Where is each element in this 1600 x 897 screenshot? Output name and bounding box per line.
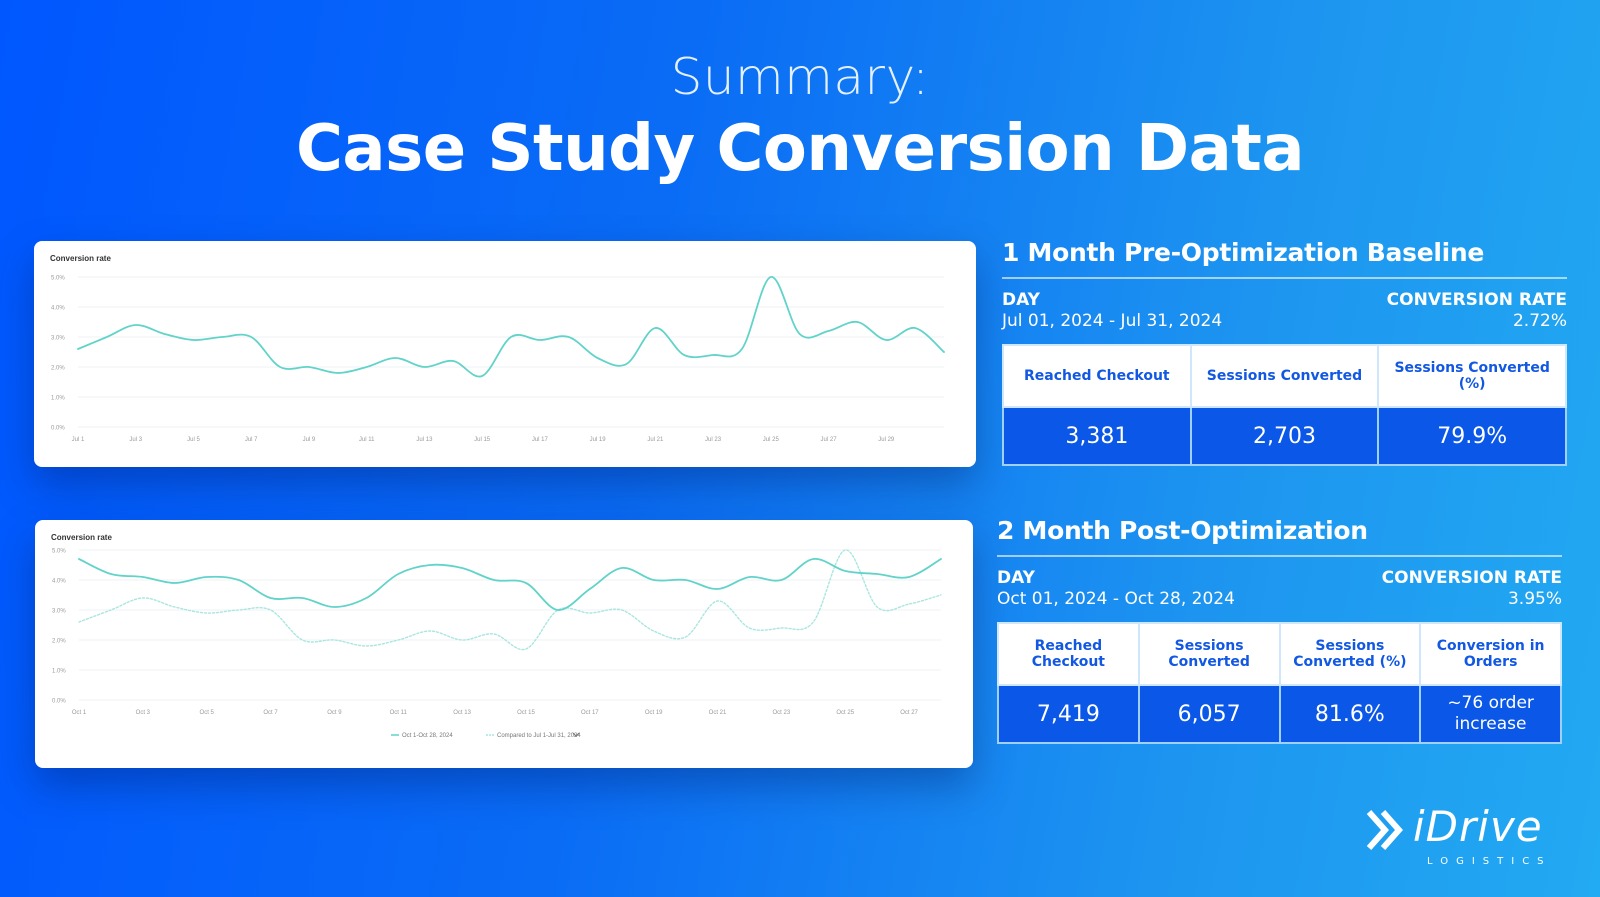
x-tick-label: Jul 5: [187, 437, 200, 443]
x-tick-label: Oct 1: [72, 710, 87, 716]
x-tick-label: Oct 5: [200, 710, 215, 716]
post-col-sessions-converted-pct: Sessions Converted (%): [1278, 622, 1422, 686]
chevron-down-icon: [572, 732, 580, 737]
pre-col-sessions-converted-pct: Sessions Converted (%): [1377, 344, 1567, 408]
y-tick-label: 1.0%: [51, 396, 65, 402]
x-tick-label: Oct 11: [390, 710, 408, 716]
post-sessions-converted-value: 6,057: [1137, 684, 1281, 744]
logo-wordmark: iDrive: [1413, 802, 1543, 851]
pre-day-label: DAY: [1002, 290, 1040, 310]
pre-reached-checkout-value: 3,381: [1002, 406, 1192, 466]
x-tick-label: Oct 27: [900, 710, 918, 716]
pre-col-reached-checkout: Reached Checkout: [1002, 344, 1192, 408]
y-tick-label: 2.0%: [51, 366, 65, 372]
x-tick-label: Jul 15: [474, 437, 491, 443]
post-conversion-orders-value: ~76 order increase: [1419, 684, 1562, 744]
post-chart-card: Conversion rate 0.0% 1.0% 2.0% 3.0% 4.0% 5.0% O…: [35, 520, 973, 768]
x-tick-label: Jul 11: [359, 437, 375, 443]
series-line: [78, 558, 942, 611]
legend-label: Compared to Jul 1-Jul 31, 2024: [497, 733, 581, 739]
x-tick-label: Jul 19: [590, 437, 607, 443]
x-tick-label: Jul 1: [72, 437, 85, 443]
post-date-range: Oct 01, 2024 - Oct 28, 2024: [997, 589, 1235, 609]
post-stats-table: Reached Checkout Sessions Converted Sess…: [997, 622, 1562, 744]
x-tick-label: Oct 19: [645, 710, 663, 716]
page-title: Case Study Conversion Data: [295, 112, 1305, 186]
y-tick-label: 0.0%: [52, 699, 66, 705]
comparison-series-line: [78, 549, 942, 651]
y-tick-label: 5.0%: [52, 549, 66, 555]
pre-sessions-converted-value: 2,703: [1189, 406, 1380, 466]
x-tick-label: Oct 21: [709, 710, 727, 716]
post-col-reached-checkout: Reached Checkout: [997, 622, 1140, 686]
post-col-sessions-converted: Sessions Converted: [1137, 622, 1281, 686]
pre-sessions-converted-pct-value: 79.9%: [1377, 406, 1567, 466]
post-reached-checkout-value: 7,419: [997, 684, 1140, 744]
post-day-label: DAY: [997, 568, 1035, 588]
x-tick-label: Jul 21: [647, 437, 664, 443]
x-tick-label: Jul 27: [821, 437, 838, 443]
x-tick-label: Jul 17: [532, 437, 549, 443]
y-tick-label: 2.0%: [52, 639, 66, 645]
x-tick-label: Jul 7: [245, 437, 258, 443]
x-tick-label: Jul 23: [705, 437, 722, 443]
post-panel-heading: 2 Month Post-Optimization: [997, 516, 1562, 557]
post-rate-label: CONVERSION RATE: [1381, 568, 1562, 588]
pre-col-sessions-converted: Sessions Converted: [1189, 344, 1380, 408]
y-tick-label: 0.0%: [51, 426, 65, 432]
summary-subtitle: Summary:: [670, 48, 930, 106]
pre-date-range: Jul 01, 2024 - Jul 31, 2024: [1002, 311, 1223, 331]
x-tick-label: Jul 25: [763, 437, 780, 443]
x-tick-label: Jul 13: [416, 437, 433, 443]
x-tick-label: Oct 9: [327, 710, 342, 716]
x-tick-label: Oct 13: [453, 710, 471, 716]
post-optimization-panel: 2 Month Post-Optimization DAY Oct 01, 20…: [997, 516, 1562, 744]
x-tick-label: Oct 23: [773, 710, 791, 716]
pre-conversion-chart: Conversion rate 0.0% 1.0% 2.0% 3.0% 4.0% 5.0% J…: [50, 254, 945, 443]
logo-subtext: LOGISTICS: [1427, 856, 1552, 867]
y-tick-label: 1.0%: [52, 669, 66, 675]
y-tick-label: 4.0%: [52, 579, 66, 585]
chart-title: Conversion rate: [50, 254, 111, 263]
post-sessions-converted-pct-value: 81.6%: [1278, 684, 1422, 744]
legend-label: Oct 1-Oct 28, 2024: [402, 733, 453, 739]
post-col-conversion-orders: Conversion in Orders: [1419, 622, 1562, 686]
post-conversion-chart: Conversion rate 0.0% 1.0% 2.0% 3.0% 4.0% 5.0% O…: [51, 533, 942, 739]
pre-optimization-panel: 1 Month Pre-Optimization Baseline DAY Ju…: [1002, 238, 1567, 466]
pre-chart-card: Conversion rate 0.0% 1.0% 2.0% 3.0% 4.0% 5.0% J…: [34, 241, 976, 467]
chevron-logo-icon: [1366, 810, 1404, 850]
idrive-logo: iDrive LOGISTICS: [1365, 802, 1555, 876]
y-tick-label: 3.0%: [52, 609, 66, 615]
x-tick-label: Oct 3: [136, 710, 151, 716]
post-day-row: DAY Oct 01, 2024 - Oct 28, 2024 CONVERSI…: [997, 568, 1562, 610]
pre-rate-value: 2.72%: [1512, 311, 1567, 331]
x-tick-label: Oct 15: [517, 710, 535, 716]
pre-day-row: DAY Jul 01, 2024 - Jul 31, 2024 CONVERSI…: [1002, 290, 1567, 332]
pre-stats-table: Reached Checkout Sessions Converted Sess…: [1002, 344, 1567, 466]
pre-rate-label: CONVERSION RATE: [1386, 290, 1567, 310]
x-tick-label: Jul 29: [878, 437, 895, 443]
y-tick-label: 4.0%: [51, 306, 65, 312]
y-tick-label: 5.0%: [51, 276, 65, 282]
x-tick-label: Jul 3: [129, 437, 142, 443]
y-tick-label: 3.0%: [51, 336, 65, 342]
pre-panel-heading: 1 Month Pre-Optimization Baseline: [1002, 238, 1567, 279]
post-rate-value: 3.95%: [1507, 589, 1562, 609]
chart-title: Conversion rate: [51, 533, 112, 542]
x-tick-label: Jul 9: [303, 437, 316, 443]
series-line: [77, 276, 945, 378]
x-tick-label: Oct 17: [581, 710, 599, 716]
x-tick-label: Oct 7: [263, 710, 278, 716]
x-tick-label: Oct 25: [836, 710, 854, 716]
